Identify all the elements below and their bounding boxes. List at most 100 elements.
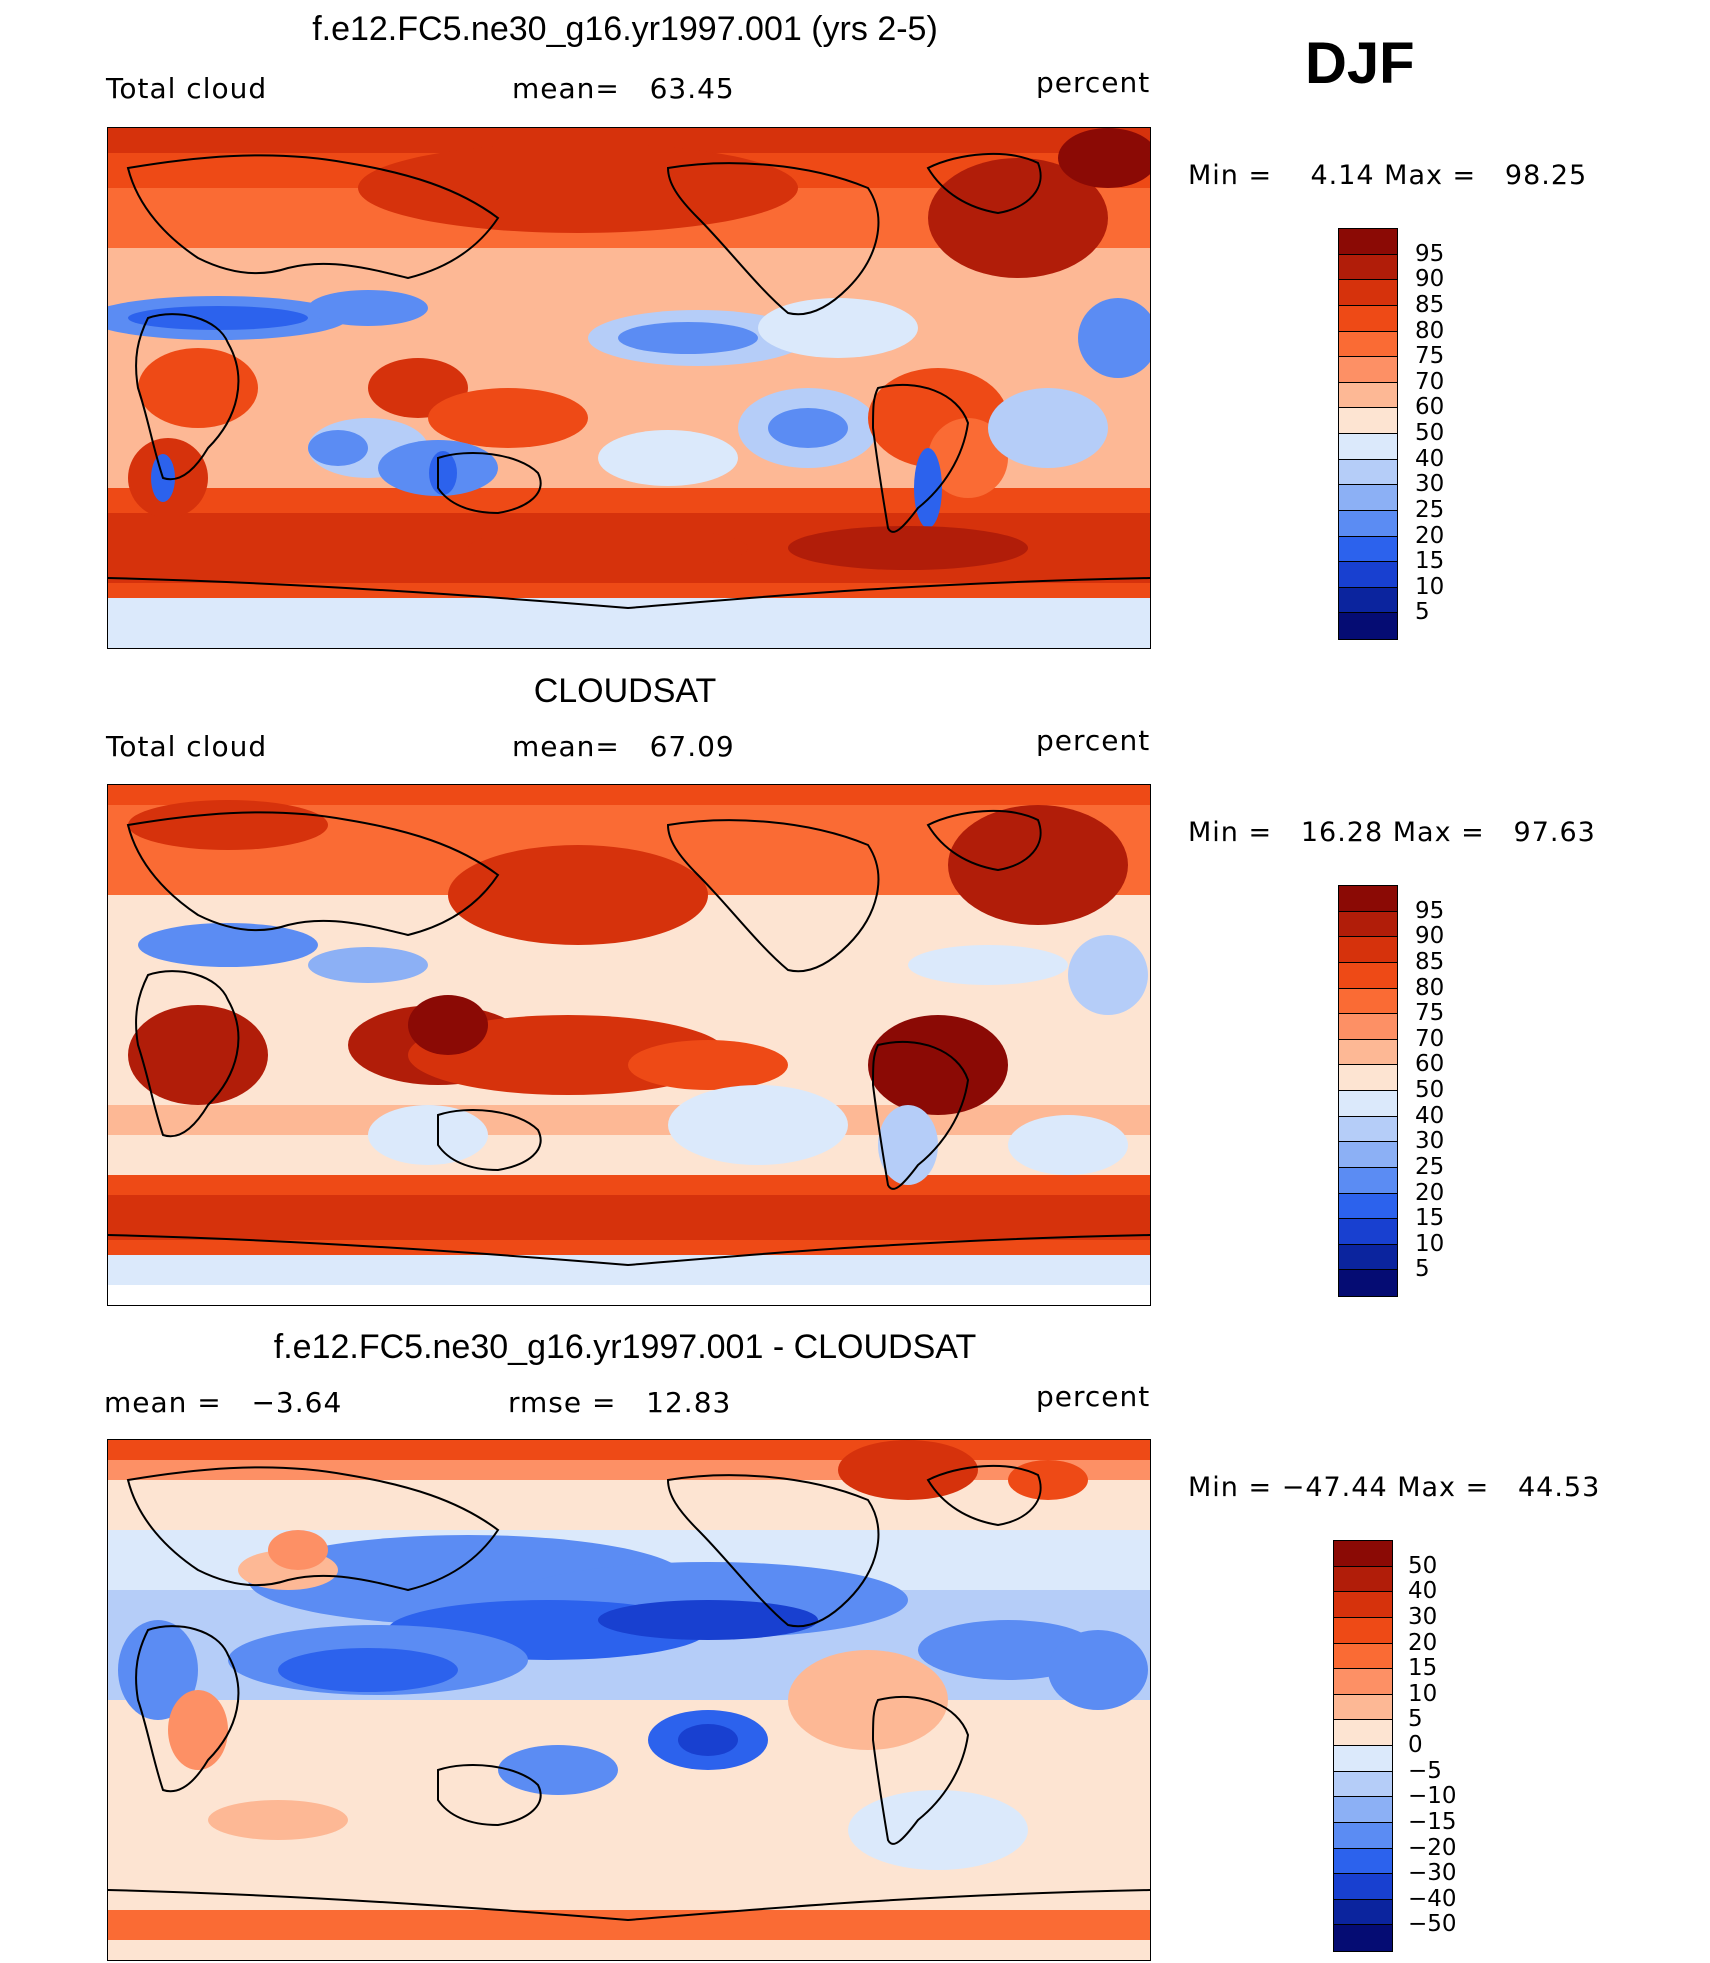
colorbar-tick-label: 60 — [1415, 1051, 1445, 1078]
colorbar-swatch — [1339, 485, 1397, 511]
colorbar-swatch — [1334, 1720, 1392, 1746]
colorbar-swatch — [1334, 1874, 1392, 1900]
colorbar-swatch — [1334, 1617, 1392, 1644]
colorbar-swatch — [1339, 459, 1397, 486]
colorbar-tick-label: −20 — [1408, 1834, 1457, 1861]
colorbar-swatch — [1339, 229, 1397, 255]
panel-3-mean-label: mean = −3.64 — [104, 1386, 343, 1419]
colorbar-tick-label: 90 — [1415, 923, 1445, 950]
colorbar-tick-label: 75 — [1415, 343, 1445, 370]
colorbar-tick-label: −30 — [1408, 1860, 1457, 1887]
colorbar-tick-label: 30 — [1415, 471, 1445, 498]
colorbar-tick-label: 50 — [1415, 1077, 1445, 1103]
panel-2-variable-label: Total cloud — [106, 730, 268, 763]
colorbar-swatch — [1334, 1822, 1392, 1849]
panel-3-units-label: percent — [1036, 1380, 1151, 1413]
colorbar-tick-label: 25 — [1415, 1153, 1445, 1180]
colorbar-tick-label: −5 — [1408, 1757, 1442, 1784]
colorbar-swatch — [1339, 280, 1397, 306]
panel-3-title: f.e12.FC5.ne30_g16.yr1997.001 - CLOUDSAT — [273, 1328, 977, 1366]
colorbar-swatch — [1339, 1116, 1397, 1143]
colorbar-tick-label: 0 — [1408, 1732, 1423, 1758]
colorbar-swatch — [1334, 1566, 1392, 1593]
colorbar-swatch — [1339, 937, 1397, 963]
colorbar-swatch — [1339, 1270, 1397, 1296]
panel-1-map — [107, 127, 1151, 649]
colorbar-tick-label: 80 — [1415, 317, 1445, 344]
panel-1-variable-label: Total cloud — [106, 72, 268, 105]
colorbar-swatch — [1339, 1167, 1397, 1194]
colorbar-tick-label: 75 — [1415, 1000, 1445, 1027]
panel-3-map — [107, 1439, 1151, 1961]
colorbar-tick-label: 10 — [1415, 573, 1445, 600]
panel-1-units-label: percent — [1036, 66, 1151, 99]
colorbar-swatch — [1339, 1193, 1397, 1220]
colorbar-tick-label: 30 — [1408, 1603, 1438, 1630]
colorbar-tick-label: 50 — [1415, 420, 1445, 446]
colorbar-swatch — [1339, 562, 1397, 588]
colorbar-swatch — [1339, 331, 1397, 358]
colorbar-tick-label: −15 — [1408, 1808, 1457, 1835]
colorbar-tick-label: 10 — [1415, 1230, 1445, 1257]
colorbar-swatch — [1339, 357, 1397, 383]
colorbar-tick-label: 15 — [1415, 1205, 1445, 1232]
panel-3-minmax: Min = −47.44 Max = 44.53 — [1188, 1472, 1601, 1503]
season-label: DJF — [1305, 31, 1415, 96]
colorbar-swatch — [1334, 1643, 1392, 1670]
colorbar-tick-label: 90 — [1415, 266, 1445, 293]
colorbar-swatch — [1334, 1541, 1392, 1567]
colorbar-swatch — [1334, 1746, 1392, 1772]
colorbar-tick-label: 85 — [1415, 291, 1445, 318]
colorbar-tick-label: 5 — [1415, 1256, 1430, 1283]
colorbar-swatch — [1339, 536, 1397, 563]
panel-3-colorbar — [1333, 1540, 1393, 1952]
panel-2-title: CLOUDSAT — [533, 672, 717, 710]
colorbar-swatch — [1339, 886, 1397, 912]
colorbar-tick-label: −40 — [1408, 1885, 1457, 1912]
colorbar-swatch — [1339, 587, 1397, 614]
colorbar-tick-label: 5 — [1408, 1706, 1423, 1733]
panel-2-minmax: Min = 16.28 Max = 97.63 — [1188, 817, 1596, 848]
colorbar-tick-label: 70 — [1415, 1025, 1445, 1052]
colorbar-swatch — [1339, 305, 1397, 332]
colorbar-tick-label: 40 — [1415, 1102, 1445, 1129]
colorbar-swatch — [1339, 962, 1397, 989]
colorbar-tick-label: 5 — [1415, 599, 1430, 626]
colorbar-tick-label: 25 — [1415, 496, 1445, 523]
panel-1-mean-label: mean= 63.45 — [512, 72, 735, 105]
panel-3-rmse-label: rmse = 12.83 — [508, 1386, 732, 1419]
colorbar-tick-label: 15 — [1415, 548, 1445, 575]
colorbar-swatch — [1334, 1771, 1392, 1798]
colorbar-swatch — [1339, 613, 1397, 639]
colorbar-swatch — [1339, 254, 1397, 281]
colorbar-swatch — [1339, 1219, 1397, 1245]
colorbar-swatch — [1334, 1848, 1392, 1875]
colorbar-tick-label: 60 — [1415, 394, 1445, 421]
colorbar-swatch — [1334, 1899, 1392, 1926]
colorbar-swatch — [1334, 1797, 1392, 1823]
colorbar-swatch — [1334, 1669, 1392, 1695]
colorbar-swatch — [1339, 1065, 1397, 1091]
colorbar-swatch — [1339, 408, 1397, 434]
colorbar-swatch — [1339, 434, 1397, 460]
colorbar-swatch — [1339, 911, 1397, 938]
colorbar-swatch — [1339, 1039, 1397, 1066]
colorbar-tick-label: −50 — [1408, 1911, 1457, 1938]
panel-1-minmax: Min = 4.14 Max = 98.25 — [1188, 160, 1588, 191]
panel-2-colorbar — [1338, 885, 1398, 1297]
colorbar-tick-label: 40 — [1415, 445, 1445, 472]
colorbar-swatch — [1339, 1244, 1397, 1271]
colorbar-tick-label: −10 — [1408, 1783, 1457, 1810]
colorbar-tick-label: 30 — [1415, 1128, 1445, 1155]
colorbar-swatch — [1339, 510, 1397, 537]
colorbar-swatch — [1334, 1925, 1392, 1951]
colorbar-tick-label: 20 — [1408, 1629, 1438, 1656]
colorbar-tick-label: 20 — [1415, 1179, 1445, 1206]
colorbar-tick-label: 95 — [1415, 897, 1445, 924]
panel-2-mean-label: mean= 67.09 — [512, 730, 735, 763]
colorbar-tick-label: 80 — [1415, 974, 1445, 1001]
panel-2-map — [107, 784, 1151, 1306]
colorbar-swatch — [1334, 1694, 1392, 1721]
colorbar-tick-label: 10 — [1408, 1680, 1438, 1707]
panel-1-title: f.e12.FC5.ne30_g16.yr1997.001 (yrs 2-5) — [312, 10, 938, 48]
